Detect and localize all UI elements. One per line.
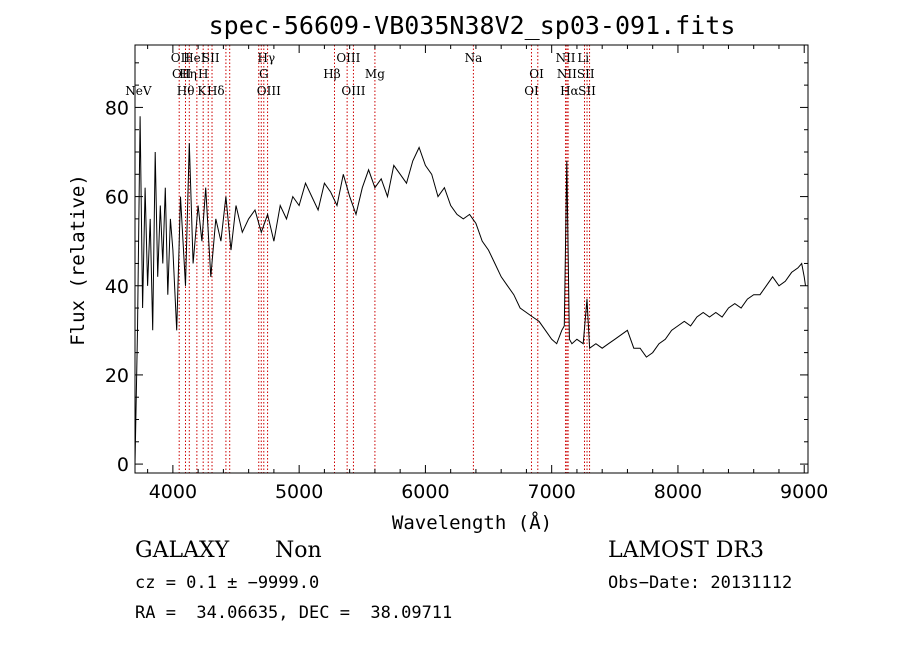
line-label-14: Hβ [323,67,340,81]
line-label-13: OIII [336,51,360,65]
x-tick-label-7000: 7000 [527,481,575,503]
line-label-25: Li [577,51,589,65]
line-label-24: SII [578,84,596,98]
y-tick-label-60: 60 [105,187,129,209]
line-label-6: H [198,67,208,81]
line-label-16: Mg [365,67,385,81]
line-label-2: OII [172,67,192,81]
line-label-22: Hα [560,84,579,98]
line-label-3: Hθ [177,84,195,98]
x-tick-label-4000: 4000 [149,481,197,503]
object-subclass: Non [275,538,322,563]
emission-line-labels: NeVOIIOIIHθHηHeIHKSIIHδHγGOIIIOIIIHβOIII… [125,51,596,98]
x-axis-label: Wavelength (Å) [392,511,552,534]
line-label-7: K [197,84,207,98]
line-label-0: NeV [125,84,152,98]
line-label-17: Na [465,51,483,65]
plot-frame [134,44,809,474]
line-label-4: Hη [179,67,197,81]
observation-date: Obs−Date: 20131112 [608,573,793,593]
y-axis: 0 20 40 60 80 [105,62,808,476]
line-label-21: NII [557,67,577,81]
y-tick-label-20: 20 [105,365,129,387]
x-tick-label-8000: 8000 [654,481,702,503]
line-label-18: OI [529,67,544,81]
coordinates: RA = 34.06635, DEC = 38.09711 [135,603,453,623]
line-label-9: Hδ [207,84,225,98]
survey-name: LAMOST DR3 [608,538,764,563]
chart-title: spec-56609-VB035N38V2_sp03-091.fits [209,11,736,40]
line-label-11: G [259,67,269,81]
x-tick-label-9000: 9000 [780,481,828,503]
y-tick-label-40: 40 [105,276,129,298]
x-tick-label-6000: 6000 [401,481,449,503]
redshift-cz: cz = 0.1 ± −9999.0 [135,573,320,593]
y-tick-label-0: 0 [117,454,129,476]
emission-line-markers [178,45,591,473]
line-label-1: OII [171,51,191,65]
line-label-5: HeI [183,51,206,65]
line-label-8: SII [202,51,220,65]
x-axis: 4000 5000 6000 7000 8000 9000 [147,45,828,503]
spectrum-figure: spec-56609-VB035N38V2_sp03-091.fits NeV O… [67,11,828,534]
line-label-23: SII [577,67,595,81]
line-label-19: OI [524,84,539,98]
line-label-10: Hγ [257,51,275,65]
y-tick-label-80: 80 [105,97,129,119]
line-label-20: NII [556,51,576,65]
y-axis-label: Flux (relative) [67,174,89,346]
spectrum-line [134,116,806,465]
line-label-12: OIII [257,84,281,98]
object-class: GALAXY [135,538,230,563]
x-tick-label-5000: 5000 [275,481,323,503]
line-label-15: OIII [341,84,365,98]
